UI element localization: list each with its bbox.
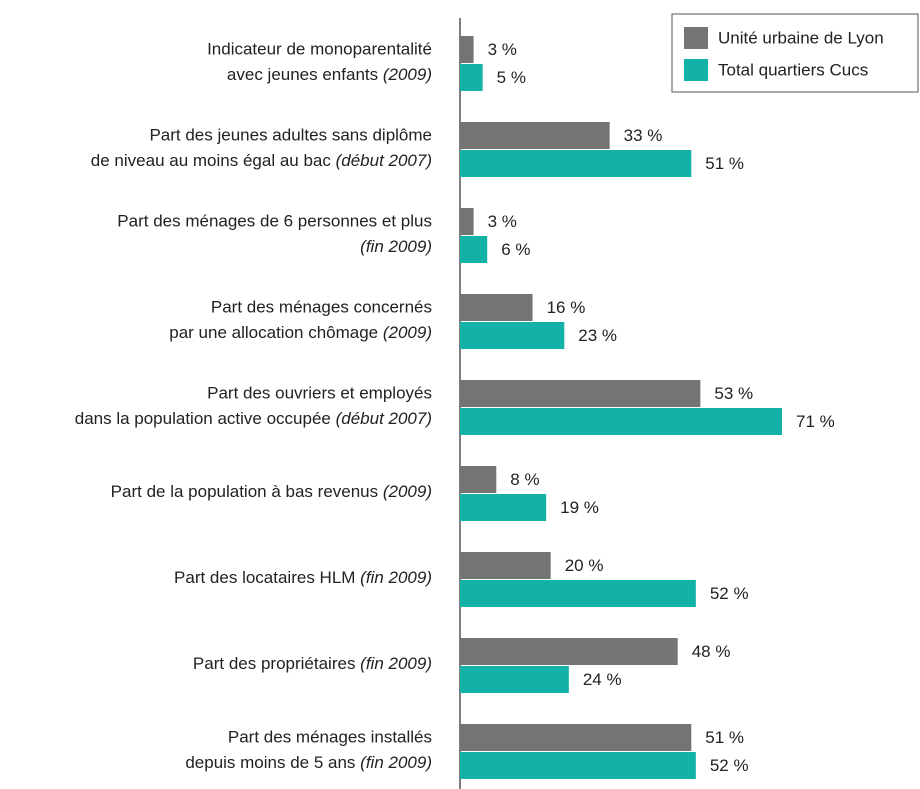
- category-label: depuis moins de 5 ans (fin 2009): [185, 753, 432, 772]
- category-label: Part de la population à bas revenus (200…: [111, 482, 432, 501]
- bar: [460, 466, 497, 493]
- category-label: Part des ménages concernés: [211, 297, 432, 316]
- category-label: Part des propriétaires (fin 2009): [193, 654, 432, 673]
- bar: [460, 294, 533, 321]
- legend-box: [671, 13, 919, 93]
- category-label: Part des ménages installés: [228, 727, 432, 746]
- value-label: 52 %: [710, 756, 749, 775]
- bar: [460, 666, 569, 693]
- bar: [460, 408, 782, 435]
- legend-label: Total quartiers Cucs: [718, 60, 868, 79]
- category-label: Part des ouvriers et employés: [207, 383, 432, 402]
- category-label: Part des ménages de 6 personnes et plus: [117, 211, 432, 230]
- bar: [460, 580, 696, 607]
- bar: [460, 494, 547, 521]
- bar: [460, 724, 692, 751]
- bar: [460, 236, 488, 263]
- category-label: Part des jeunes adultes sans diplôme: [149, 125, 432, 144]
- category-label: dans la population active occupée (début…: [75, 409, 432, 428]
- value-label: 5 %: [497, 68, 526, 87]
- category-label: (fin 2009): [360, 237, 432, 256]
- category-label: avec jeunes enfants (2009): [227, 65, 432, 84]
- value-label: 3 %: [488, 40, 517, 59]
- bar: [460, 122, 610, 149]
- value-label: 20 %: [565, 556, 604, 575]
- value-label: 16 %: [547, 298, 586, 317]
- category-label: de niveau au moins égal au bac (début 20…: [91, 151, 432, 170]
- bar: [460, 208, 474, 235]
- category-label: par une allocation chômage (2009): [169, 323, 432, 342]
- value-label: 19 %: [560, 498, 599, 517]
- bar: [460, 752, 696, 779]
- value-label: 33 %: [624, 126, 663, 145]
- value-label: 52 %: [710, 584, 749, 603]
- bar: [460, 36, 474, 63]
- legend-swatch: [684, 59, 708, 81]
- bar: [460, 150, 692, 177]
- value-label: 51 %: [705, 154, 744, 173]
- value-label: 6 %: [501, 240, 530, 259]
- bar: [460, 380, 701, 407]
- bar: [460, 322, 565, 349]
- value-label: 24 %: [583, 670, 622, 689]
- bar: [460, 64, 483, 91]
- category-label: Indicateur de monoparentalité: [207, 39, 432, 58]
- legend-label: Unité urbaine de Lyon: [718, 28, 884, 47]
- value-label: 3 %: [488, 212, 517, 231]
- value-label: 23 %: [578, 326, 617, 345]
- legend-swatch: [684, 27, 708, 49]
- value-label: 71 %: [796, 412, 835, 431]
- category-label: Part des locataires HLM (fin 2009): [174, 568, 432, 587]
- value-label: 51 %: [705, 728, 744, 747]
- value-label: 48 %: [692, 642, 731, 661]
- bar: [460, 552, 551, 579]
- value-label: 8 %: [510, 470, 539, 489]
- value-label: 53 %: [714, 384, 753, 403]
- bar: [460, 638, 678, 665]
